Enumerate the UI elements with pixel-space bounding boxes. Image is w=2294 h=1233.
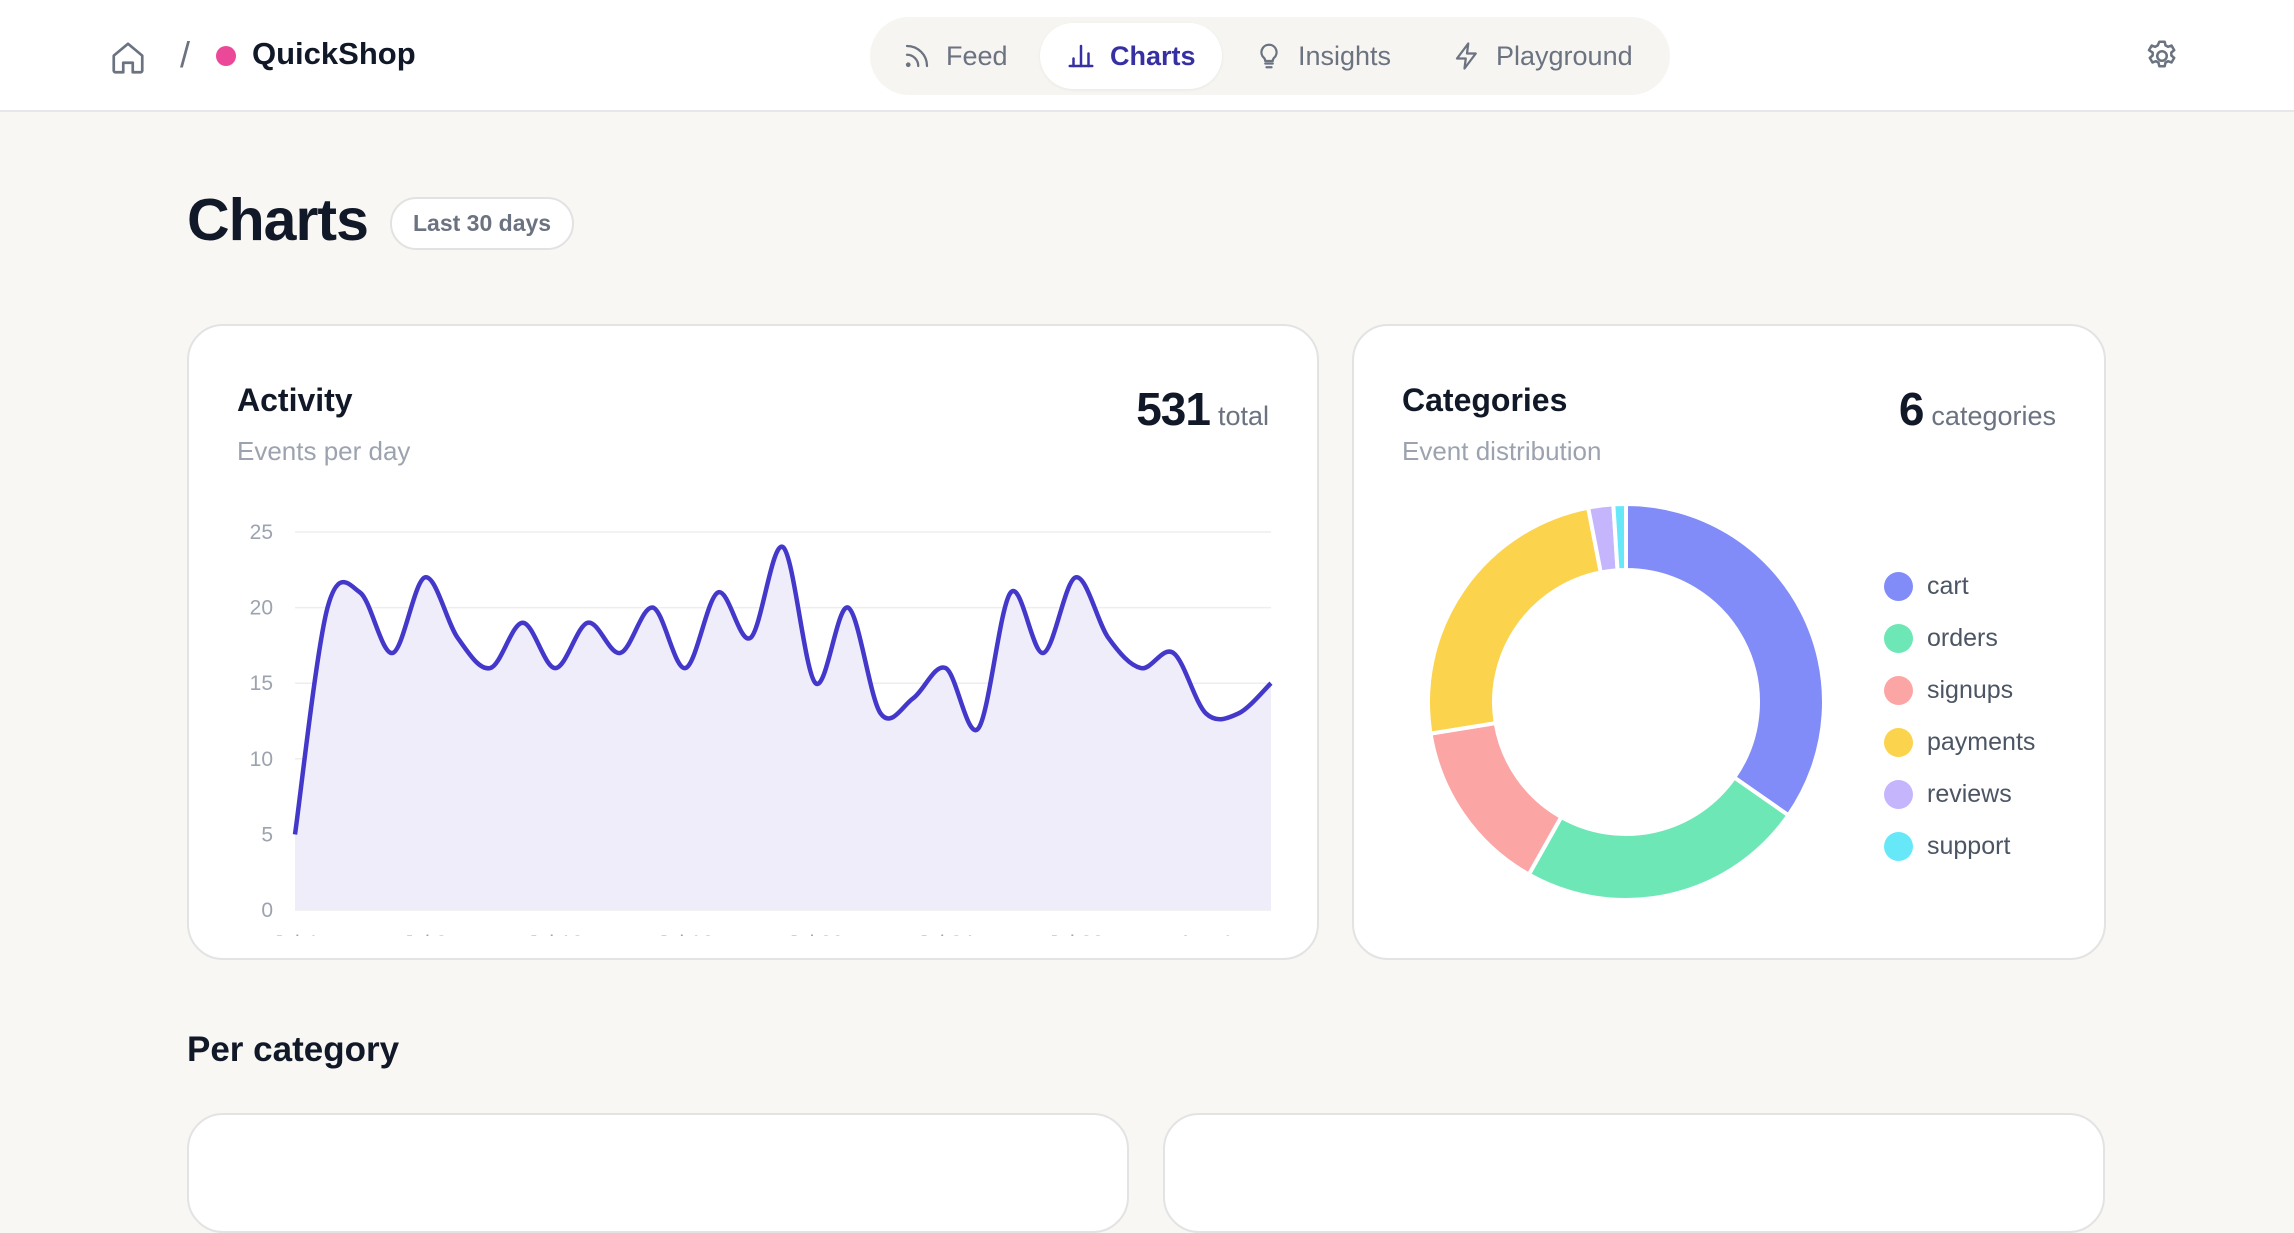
legend-dot xyxy=(1884,624,1913,653)
tab-playground-label: Playground xyxy=(1496,41,1633,72)
legend-dot xyxy=(1884,676,1913,705)
home-button[interactable] xyxy=(106,36,150,80)
tab-feed[interactable]: Feed xyxy=(876,23,1034,89)
page-title: Charts xyxy=(187,186,368,254)
activity-title: Activity xyxy=(237,382,353,419)
legend-label: cart xyxy=(1927,572,1969,601)
tab-insights-label: Insights xyxy=(1298,41,1391,72)
legend-item-signups[interactable]: signups xyxy=(1884,664,2035,716)
activity-card: Activity Events per day 531 total 0 5 10 15… xyxy=(187,324,1319,960)
tab-charts-label: Charts xyxy=(1110,41,1196,72)
activity-area-chart: 0 5 10 15 20 25 Jul 4 Jul 8 Jul 12 Jul 16 Jul 20 Ju… xyxy=(189,496,1321,936)
x-tick-label: Jul 12 xyxy=(527,932,583,936)
rss-icon xyxy=(902,41,932,71)
donut-slice-payments[interactable] xyxy=(1428,508,1601,734)
category-card xyxy=(1163,1113,2105,1233)
brand-dot xyxy=(216,46,236,66)
brand-name[interactable]: QuickShop xyxy=(252,36,416,72)
activity-total: 531 total xyxy=(1136,382,1269,436)
x-tick-label: Aug 1 xyxy=(1178,932,1233,936)
categories-count: 6 categories xyxy=(1899,382,2056,436)
legend-dot xyxy=(1884,728,1913,757)
legend-item-reviews[interactable]: reviews xyxy=(1884,768,2035,820)
activity-total-unit: total xyxy=(1218,401,1269,432)
y-tick-label: 0 xyxy=(261,899,273,922)
x-tick-label: Jul 20 xyxy=(788,932,844,936)
legend-item-payments[interactable]: payments xyxy=(1884,716,2035,768)
categories-donut-chart xyxy=(1416,492,1836,912)
donut-slice-cart[interactable] xyxy=(1626,504,1824,815)
categories-count-unit: categories xyxy=(1931,401,2056,432)
legend-dot xyxy=(1884,780,1913,809)
categories-subtitle: Event distribution xyxy=(1402,436,1601,467)
categories-legend: cart orders signups payments reviews support xyxy=(1884,560,2035,872)
donut-slice-signups[interactable] xyxy=(1431,723,1562,874)
tab-feed-label: Feed xyxy=(946,41,1008,72)
y-tick-label: 15 xyxy=(250,672,273,695)
donut-slice-orders[interactable] xyxy=(1529,778,1789,900)
legend-dot xyxy=(1884,832,1913,861)
section-title-per-category: Per category xyxy=(187,1030,399,1070)
legend-label: orders xyxy=(1927,624,1998,653)
legend-label: signups xyxy=(1927,676,2013,705)
y-tick-label: 5 xyxy=(261,823,273,846)
legend-dot xyxy=(1884,572,1913,601)
category-card xyxy=(187,1113,1129,1233)
lightbulb-icon xyxy=(1254,41,1284,71)
activity-total-value: 531 xyxy=(1136,382,1210,436)
x-tick-label: Jul 28 xyxy=(1048,932,1104,936)
y-tick-label: 25 xyxy=(250,521,273,544)
tab-charts[interactable]: Charts xyxy=(1040,23,1222,89)
bar-chart-icon xyxy=(1066,41,1096,71)
categories-title: Categories xyxy=(1402,382,1567,419)
x-tick-label: Jul 16 xyxy=(657,932,713,936)
x-tick-label: Jul 4 xyxy=(273,932,318,936)
activity-subtitle: Events per day xyxy=(237,436,410,467)
donut-slice-support[interactable] xyxy=(1613,504,1626,570)
legend-label: reviews xyxy=(1927,780,2012,809)
legend-item-support[interactable]: support xyxy=(1884,820,2035,872)
legend-label: payments xyxy=(1927,728,2035,757)
main-nav: Feed Charts Insights Playground xyxy=(870,17,1670,95)
x-tick-label: Jul 8 xyxy=(403,932,447,936)
legend-item-cart[interactable]: cart xyxy=(1884,560,2035,612)
y-tick-label: 10 xyxy=(250,748,273,771)
top-bar: / QuickShop Feed Charts Insights Playgro xyxy=(0,0,2294,112)
legend-item-orders[interactable]: orders xyxy=(1884,612,2035,664)
categories-count-value: 6 xyxy=(1899,382,1924,436)
tab-insights[interactable]: Insights xyxy=(1228,23,1417,89)
lightning-icon xyxy=(1452,41,1482,71)
x-tick-label: Jul 24 xyxy=(918,932,974,936)
tab-playground[interactable]: Playground xyxy=(1426,23,1659,89)
breadcrumb-separator: / xyxy=(180,34,190,76)
date-range-badge[interactable]: Last 30 days xyxy=(390,197,574,250)
y-tick-label: 20 xyxy=(250,597,273,620)
gear-icon xyxy=(2143,37,2181,75)
settings-button[interactable] xyxy=(2140,34,2184,78)
legend-label: support xyxy=(1927,832,2010,861)
home-icon xyxy=(109,39,147,77)
